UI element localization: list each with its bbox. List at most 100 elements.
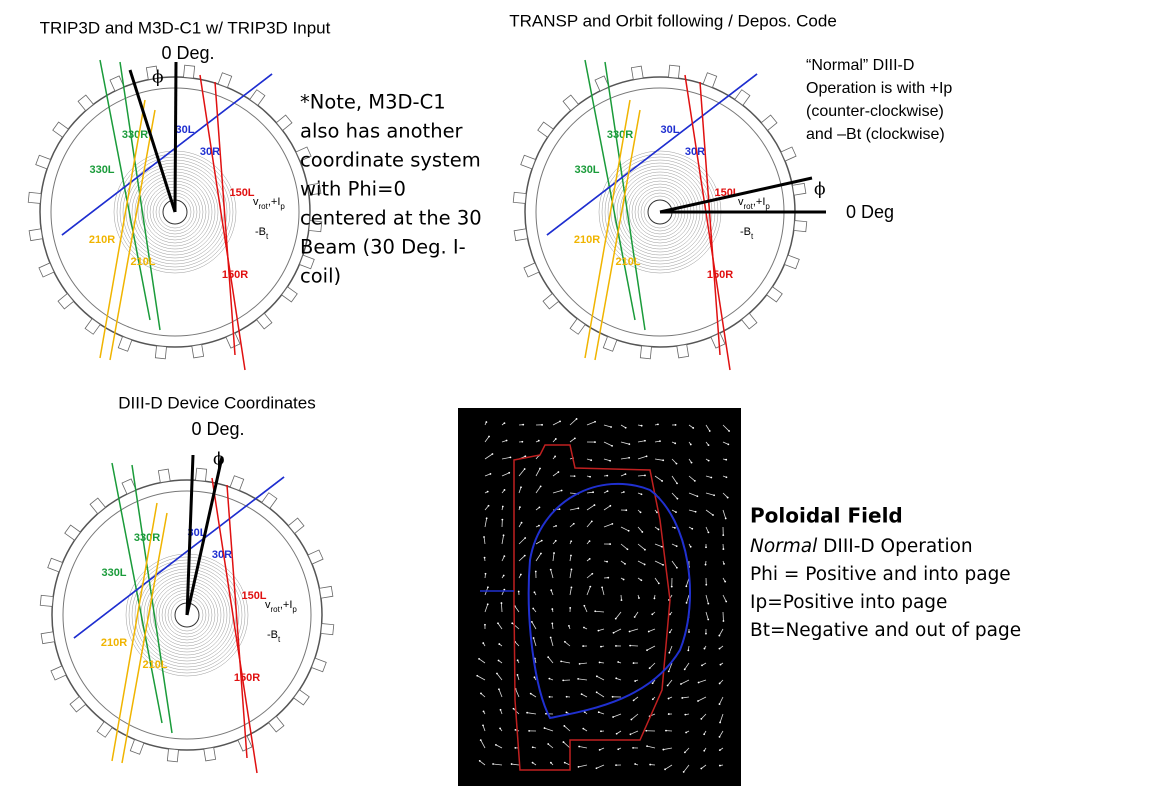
rotation-label-part: v xyxy=(253,196,259,208)
arrow-head xyxy=(681,697,684,699)
field-arrow xyxy=(688,475,696,482)
note-line: also has another xyxy=(300,120,464,143)
arrow-head xyxy=(510,763,513,765)
arrow-head xyxy=(705,546,707,549)
arrow-head xyxy=(501,518,504,521)
phi-label: ϕ xyxy=(213,450,225,470)
arrow-head xyxy=(606,474,609,477)
arrow-head xyxy=(583,626,585,629)
beam-label: 330R xyxy=(607,129,633,141)
arrow-head xyxy=(594,441,596,443)
arrow-head xyxy=(624,562,626,565)
arrow-head xyxy=(590,520,593,523)
field-label-part: t xyxy=(751,232,754,241)
arrow-head xyxy=(532,607,535,610)
arrow-head xyxy=(478,657,480,660)
port xyxy=(320,623,335,636)
field-arrow xyxy=(579,746,588,749)
arrow-head xyxy=(684,713,687,716)
field-arrow xyxy=(569,438,576,443)
arrow-head xyxy=(583,604,586,607)
arrow-head xyxy=(595,691,598,694)
arrow-head xyxy=(554,438,557,440)
arrow-head xyxy=(499,727,501,730)
port xyxy=(69,696,87,713)
field-arrow xyxy=(654,475,663,482)
flux-surface xyxy=(125,553,249,677)
field-arrow xyxy=(701,764,707,769)
phi-reference-line xyxy=(659,176,813,214)
arrow-head xyxy=(615,645,617,647)
arrow-head xyxy=(548,695,551,698)
arrow-head xyxy=(595,767,598,770)
arrow-head xyxy=(501,505,504,508)
arrow-head xyxy=(689,443,692,446)
field-arrow xyxy=(484,453,493,460)
beam-line xyxy=(226,484,248,759)
beam-label: 330L xyxy=(101,567,126,579)
port xyxy=(295,146,312,162)
field-label-part: -B xyxy=(255,226,266,238)
arrow-head xyxy=(487,504,490,507)
arrow-head xyxy=(622,578,625,581)
zero-degree-label: 0 Deg. xyxy=(161,43,214,63)
arrow-head xyxy=(611,695,614,698)
beam-label: 330R xyxy=(122,129,148,141)
field-arrow xyxy=(484,436,490,443)
arrow-head xyxy=(612,631,615,634)
port xyxy=(35,154,52,170)
arrow-head xyxy=(497,622,499,625)
arrow-head xyxy=(600,730,602,733)
arrow-head xyxy=(577,765,580,768)
arrow-head xyxy=(691,527,694,530)
arrow-head xyxy=(484,572,487,575)
field-arrow xyxy=(615,611,622,619)
arrow-head xyxy=(620,599,623,602)
field-arrow xyxy=(484,604,489,613)
field-arrow xyxy=(586,504,595,511)
field-arrow xyxy=(501,456,511,460)
arrow-head xyxy=(549,761,552,764)
arrow-head xyxy=(617,748,620,751)
tokamak-diagram: 330R 330L 30L 30R 150L 150R 210R 210L TRIP3D and… xyxy=(27,18,331,371)
port xyxy=(121,478,137,495)
field-label-part: t xyxy=(278,635,281,644)
arrow-head xyxy=(617,661,620,663)
phi-reference-line xyxy=(185,456,224,616)
flux-surface xyxy=(134,562,240,668)
panel-title: TRIP3D and M3D-C1 w/ TRIP3D Input xyxy=(40,18,331,37)
arrow-head xyxy=(667,670,670,673)
rotation-label-part: ,+I xyxy=(280,599,293,611)
arrow-head xyxy=(524,455,527,458)
field-arrow xyxy=(482,725,486,732)
field-arrow xyxy=(668,662,673,672)
beam-label: 30R xyxy=(212,549,232,561)
arrow-head xyxy=(632,747,634,749)
port xyxy=(766,286,783,303)
arrow-head xyxy=(496,672,498,675)
arrow-head xyxy=(666,684,669,687)
arrow-head xyxy=(498,688,500,691)
arrow-head xyxy=(514,728,517,731)
arrow-head xyxy=(508,471,511,474)
arrow-head xyxy=(503,588,506,591)
field-arrow xyxy=(480,739,486,749)
field-arrow xyxy=(633,696,639,701)
arrow-head xyxy=(600,645,602,648)
arrow-head xyxy=(633,616,636,618)
arrow-head xyxy=(486,603,489,606)
field-arrow xyxy=(646,645,656,651)
field-arrow xyxy=(518,487,522,494)
rotation-label-part: p xyxy=(280,202,285,211)
arrow-head xyxy=(685,731,687,734)
arrow-head xyxy=(519,506,521,508)
arrow-head xyxy=(559,420,561,423)
field-arrow xyxy=(612,713,622,718)
beam-label: 210R xyxy=(574,234,600,246)
arrow-head xyxy=(590,459,593,462)
arrow-head xyxy=(594,610,597,613)
beam-label: 210R xyxy=(89,234,115,246)
arrow-head xyxy=(539,485,542,488)
field-arrow xyxy=(637,440,646,443)
arrow-head xyxy=(606,560,608,563)
